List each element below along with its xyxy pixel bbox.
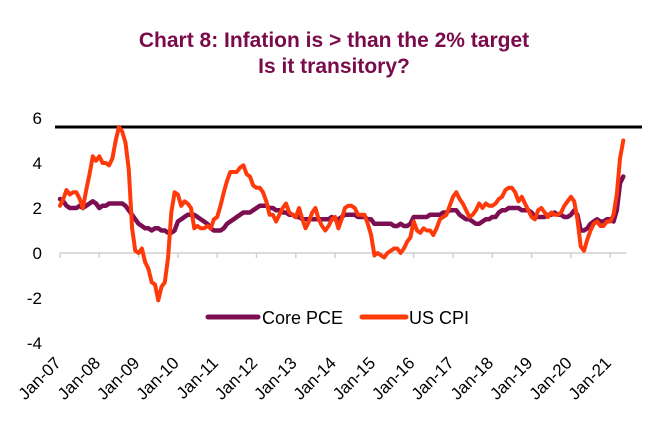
y-tick-label: 4 bbox=[33, 154, 42, 173]
x-tick-label: Jan-16 bbox=[368, 353, 418, 403]
x-tick-label: Jan-17 bbox=[408, 353, 458, 403]
legend: Core PCE US CPI bbox=[205, 308, 469, 328]
x-tick-label: Jan-19 bbox=[486, 353, 536, 403]
x-tick-label: Jan-12 bbox=[211, 353, 261, 403]
x-tick-label: Jan-09 bbox=[93, 353, 143, 403]
legend-label-core-pce: Core PCE bbox=[262, 308, 343, 328]
x-tick-label: Jan-08 bbox=[54, 353, 104, 403]
y-tick-label: -4 bbox=[27, 334, 42, 353]
x-tick-label: Jan-21 bbox=[565, 353, 615, 403]
x-tick-label: Jan-15 bbox=[329, 353, 379, 403]
legend-label-us-cpi: US CPI bbox=[409, 308, 469, 328]
x-tick-label: Jan-07 bbox=[15, 353, 65, 403]
series-line-us-cpi bbox=[58, 125, 626, 303]
chart-title: Chart 8: Infation is > than the 2% targe… bbox=[138, 29, 530, 52]
y-tick-label: 6 bbox=[33, 109, 42, 128]
x-tick-label: Jan-20 bbox=[526, 353, 576, 403]
y-tick-label: 0 bbox=[33, 244, 42, 263]
x-tick-label: Jan-18 bbox=[447, 353, 497, 403]
x-tick-label: Jan-13 bbox=[250, 353, 300, 403]
y-tick-label: 2 bbox=[33, 199, 42, 218]
x-tick-label: Jan-11 bbox=[173, 353, 222, 402]
x-tick-label: Jan-10 bbox=[133, 353, 183, 403]
x-tick-label: Jan-14 bbox=[290, 353, 340, 403]
y-tick-label: -2 bbox=[27, 289, 42, 308]
chart-subtitle: Is it transitory? bbox=[258, 55, 410, 78]
